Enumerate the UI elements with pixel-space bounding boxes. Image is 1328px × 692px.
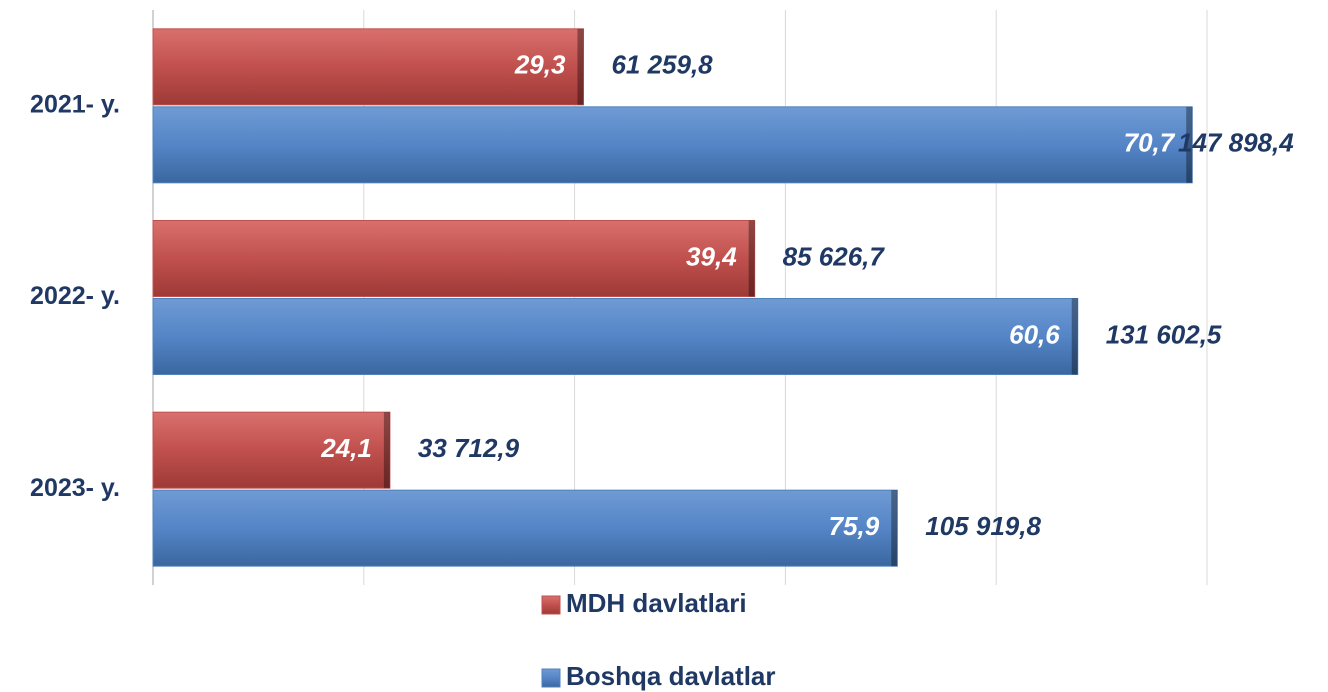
y-tick-label: 2023- y. — [30, 474, 120, 502]
bar — [152, 298, 1079, 375]
bar-edge — [577, 28, 584, 105]
y-tick-label: 2022- y. — [30, 282, 120, 310]
share-label: 24,1 — [320, 433, 372, 463]
bar — [152, 106, 1193, 184]
value-label: 33 712,9 — [418, 433, 520, 463]
bar-edge — [748, 220, 755, 297]
bar — [152, 411, 391, 489]
bar — [152, 489, 898, 567]
share-label: 75,9 — [829, 511, 880, 541]
legend-swatch — [541, 595, 561, 615]
value-label: 131 602,5 — [1106, 319, 1222, 349]
y-tick-label: 2021- y. — [30, 90, 120, 118]
value-label: 85 626,7 — [783, 241, 886, 271]
legend-label: MDH davlatlari — [566, 588, 747, 618]
share-label: 70,7 — [1124, 128, 1176, 158]
legend-label: Boshqa davlatlar — [566, 661, 776, 691]
share-label: 60,6 — [1009, 319, 1060, 349]
value-label: 147 898,4 — [1178, 128, 1294, 158]
value-label: 61 259,8 — [611, 50, 713, 80]
bar — [152, 220, 756, 297]
bar — [152, 28, 584, 106]
share-label: 39,4 — [686, 241, 737, 271]
bar-edge — [383, 412, 390, 489]
bar-edge — [891, 490, 898, 567]
value-label: 105 919,8 — [925, 511, 1041, 541]
legend-swatch — [541, 668, 561, 688]
bar-edge — [1186, 106, 1193, 183]
bar-edge — [1071, 298, 1078, 375]
share-label: 29,3 — [514, 50, 566, 80]
